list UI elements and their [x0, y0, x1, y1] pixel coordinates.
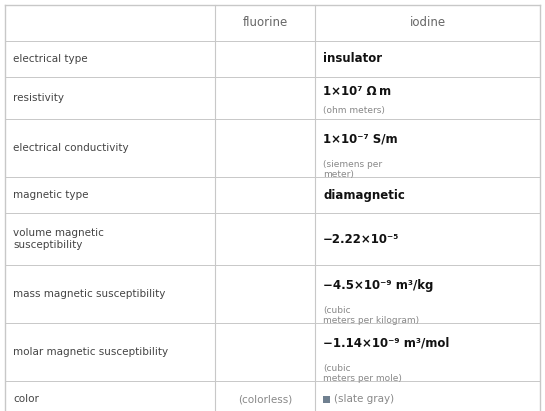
Bar	[323, 395, 330, 402]
Text: insulator: insulator	[323, 53, 382, 65]
Text: (colorless): (colorless)	[238, 394, 292, 404]
Text: (cubic
meters per mole): (cubic meters per mole)	[323, 364, 402, 383]
Text: (cubic
meters per kilogram): (cubic meters per kilogram)	[323, 306, 419, 325]
Text: (slate gray): (slate gray)	[334, 394, 394, 404]
Text: color: color	[13, 394, 39, 404]
Text: 1×10⁷ Ω m: 1×10⁷ Ω m	[323, 85, 391, 98]
Text: −1.14×10⁻⁹ m³/mol: −1.14×10⁻⁹ m³/mol	[323, 337, 450, 350]
Text: (siemens per
meter): (siemens per meter)	[323, 159, 382, 179]
Text: electrical conductivity: electrical conductivity	[13, 143, 129, 153]
Text: magnetic type: magnetic type	[13, 190, 88, 200]
Text: volume magnetic
susceptibility: volume magnetic susceptibility	[13, 228, 104, 250]
Text: molar magnetic susceptibility: molar magnetic susceptibility	[13, 347, 168, 357]
Text: (ohm meters): (ohm meters)	[323, 106, 385, 115]
Text: 1×10⁻⁷ S/m: 1×10⁻⁷ S/m	[323, 133, 398, 146]
Text: fluorine: fluorine	[243, 16, 288, 30]
Text: iodine: iodine	[409, 16, 446, 30]
Text: mass magnetic susceptibility: mass magnetic susceptibility	[13, 289, 165, 299]
Text: −4.5×10⁻⁹ m³/kg: −4.5×10⁻⁹ m³/kg	[323, 279, 433, 292]
Text: −2.22×10⁻⁵: −2.22×10⁻⁵	[323, 233, 399, 245]
Text: diamagnetic: diamagnetic	[323, 189, 405, 201]
Text: resistivity: resistivity	[13, 93, 64, 103]
Text: electrical type: electrical type	[13, 54, 88, 64]
